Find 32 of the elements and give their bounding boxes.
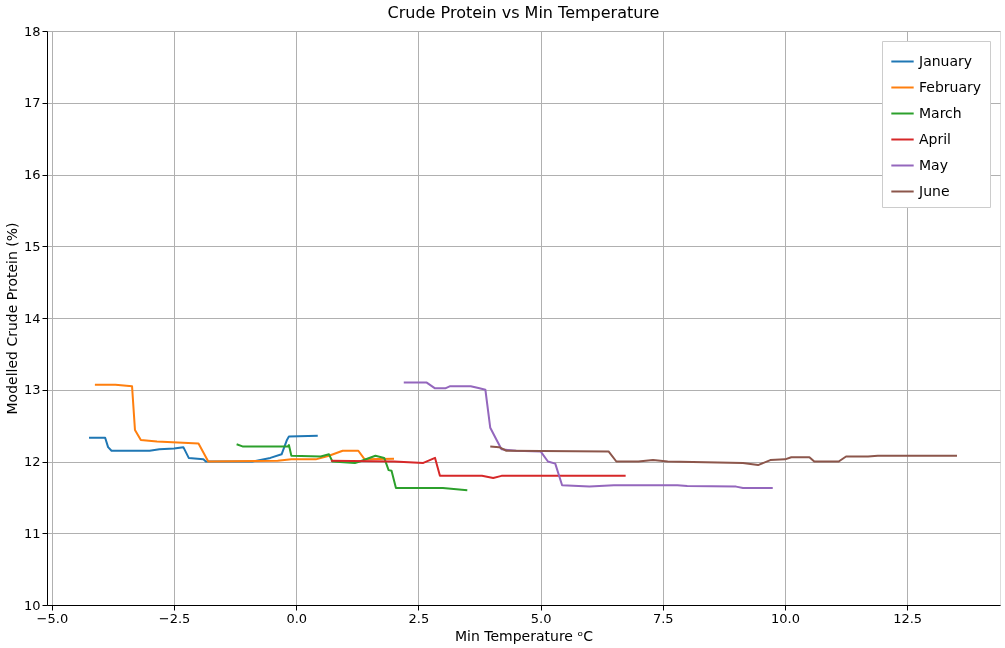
legend-label: January [918,52,973,69]
y-tick-label: 17 [23,95,41,111]
y-tick-label: 15 [23,238,41,254]
x-tick-label: 2.5 [408,610,430,626]
legend-label: February [919,78,982,95]
x-tick-label: 7.5 [652,610,674,626]
legend-label: March [919,104,962,121]
x-tick-label: −5.0 [36,610,69,626]
y-tick-label: 13 [23,382,41,398]
line-series [402,381,774,490]
x-tick-label: 0.0 [286,610,308,626]
y-tick-label: 11 [23,525,41,541]
y-tick-label: 10 [23,597,41,613]
x-tick-label: 12.5 [893,610,923,626]
line-series [93,383,395,463]
legend-label: April [919,130,951,147]
x-tick-label: −2.5 [158,610,191,626]
legend-label: May [919,156,948,173]
y-tick-label: 14 [23,310,41,326]
line-series [235,443,469,492]
y-tick-label: 12 [23,454,41,469]
x-tick-label: 10.0 [770,610,800,626]
line-series [88,434,319,463]
x-tick-label: 5.0 [530,610,552,626]
y-tick-label: 18 [23,23,41,39]
chart-title: Crude Protein vs Min Temperature [387,3,660,22]
line-series [329,456,627,479]
legend-label: June [918,182,950,199]
line-series [489,445,958,467]
x-axis-title: Min Temperature ᵒC [455,627,594,644]
y-axis-title: Modelled Crude Protein (%) [3,222,20,415]
y-tick-label: 16 [23,167,41,182]
